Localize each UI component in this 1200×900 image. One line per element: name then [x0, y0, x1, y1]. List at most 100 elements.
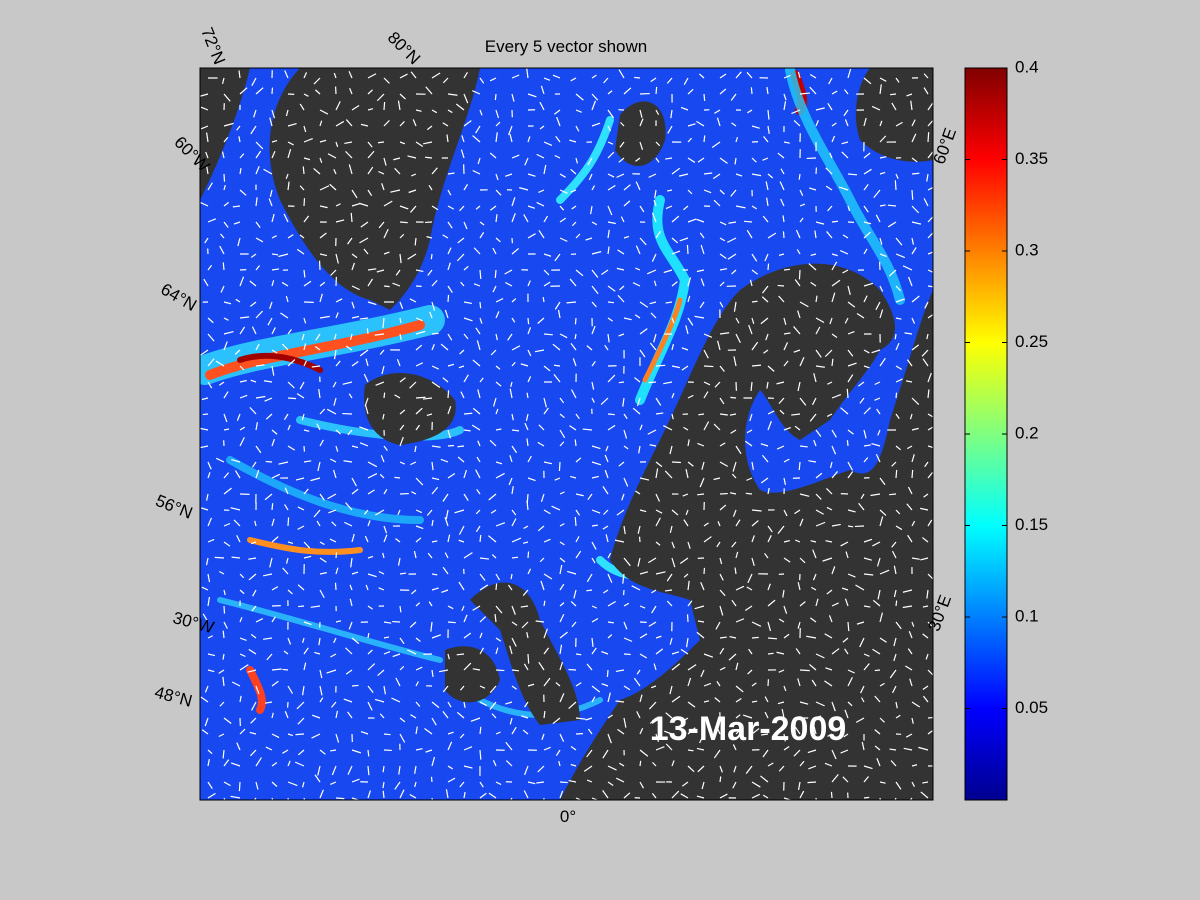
vector	[313, 77, 321, 85]
vector	[879, 717, 885, 723]
vector	[559, 397, 565, 404]
vector	[303, 662, 307, 671]
vector-field	[200, 68, 933, 800]
vector	[891, 461, 897, 467]
vector	[236, 534, 241, 543]
vector	[297, 717, 305, 725]
vector	[476, 340, 481, 351]
map-title: Every 5 vector shown	[485, 37, 648, 56]
vector	[831, 220, 839, 223]
vector	[271, 151, 276, 159]
vector	[351, 488, 359, 495]
vector	[587, 157, 593, 166]
vector	[491, 713, 497, 719]
vector	[424, 728, 433, 735]
vector	[511, 413, 514, 421]
vector	[703, 381, 711, 386]
vector	[505, 760, 513, 767]
vector	[778, 295, 785, 303]
vector	[207, 317, 214, 324]
vector	[607, 109, 615, 119]
vector	[220, 285, 225, 293]
vector	[685, 509, 689, 516]
vector	[446, 134, 449, 143]
vector	[287, 445, 296, 451]
vector	[879, 569, 890, 575]
vector	[427, 269, 433, 276]
vector	[223, 173, 226, 182]
vector	[751, 269, 759, 275]
vector	[271, 109, 276, 119]
vector	[326, 669, 337, 674]
vector	[895, 317, 902, 320]
vector	[526, 632, 529, 639]
vector	[620, 121, 625, 127]
vector	[495, 173, 499, 181]
vector	[347, 765, 353, 775]
vector	[793, 749, 801, 757]
vector	[295, 477, 305, 481]
vector	[844, 598, 849, 607]
vector	[287, 141, 294, 146]
vector	[831, 523, 841, 527]
vector	[783, 141, 790, 144]
vector	[780, 168, 785, 175]
vector	[911, 344, 920, 351]
vector	[575, 457, 582, 463]
vector	[552, 343, 561, 351]
vector	[648, 381, 657, 384]
vector	[426, 125, 433, 131]
vector	[399, 377, 406, 383]
vector	[902, 265, 913, 271]
vector	[415, 396, 426, 399]
vector	[247, 669, 257, 673]
vector	[425, 749, 433, 753]
vector	[607, 692, 611, 703]
vector	[342, 381, 353, 385]
vector	[858, 502, 865, 511]
vector	[301, 333, 305, 341]
vector	[639, 653, 648, 659]
vector	[875, 453, 881, 463]
vector	[392, 282, 401, 287]
vector	[351, 637, 360, 645]
vector	[379, 349, 385, 355]
vector	[527, 568, 532, 575]
vector	[207, 635, 213, 639]
vector	[479, 792, 487, 799]
vector	[463, 552, 473, 559]
vector	[879, 135, 887, 143]
vector	[367, 166, 374, 175]
vector	[319, 157, 323, 164]
vector	[287, 589, 293, 595]
vector	[255, 469, 260, 479]
vector	[479, 573, 486, 581]
vector	[559, 602, 565, 607]
vector	[381, 365, 385, 375]
vector	[415, 537, 422, 543]
vector	[719, 636, 727, 639]
vector	[568, 668, 577, 671]
vector	[303, 797, 306, 800]
vector	[735, 697, 742, 703]
vector	[799, 445, 808, 448]
vector	[745, 765, 753, 775]
vector	[922, 685, 929, 690]
vector	[697, 442, 705, 447]
vector	[879, 204, 886, 207]
vector	[636, 397, 641, 407]
vector	[587, 493, 593, 501]
vector	[399, 436, 404, 447]
vector	[200, 93, 209, 97]
vector	[728, 221, 737, 224]
vector	[798, 269, 801, 280]
vector	[552, 717, 561, 725]
vector	[447, 93, 458, 96]
vector	[719, 605, 724, 616]
vector	[655, 541, 661, 546]
vector	[732, 461, 737, 472]
vector	[844, 119, 849, 127]
vector	[591, 647, 597, 655]
vector	[344, 521, 353, 527]
vector	[319, 253, 328, 257]
